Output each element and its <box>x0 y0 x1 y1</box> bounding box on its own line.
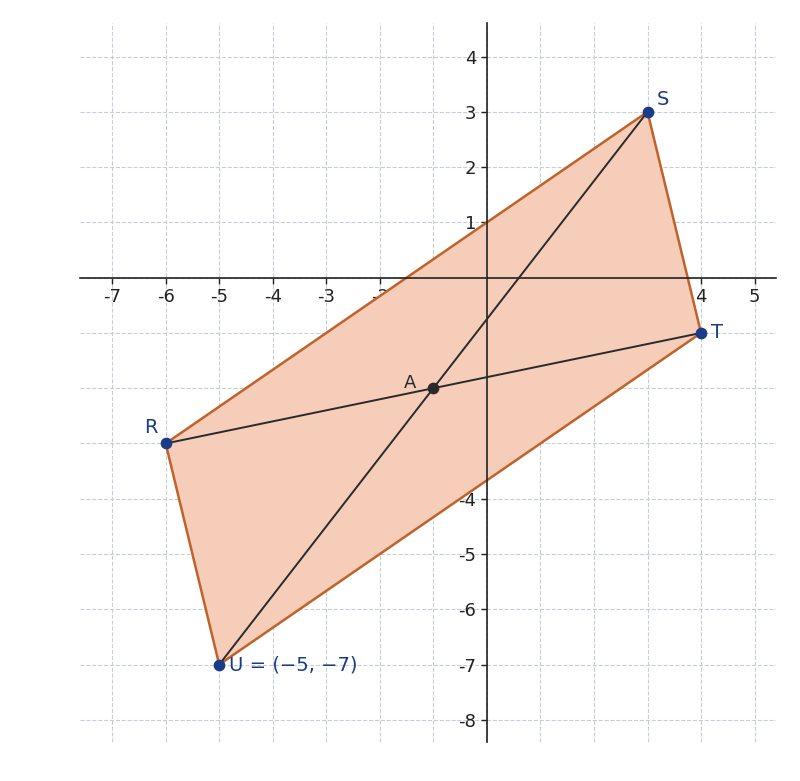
Polygon shape <box>166 112 701 665</box>
Text: T: T <box>710 323 722 342</box>
Point <box>641 105 654 118</box>
Point <box>427 382 440 394</box>
Point <box>159 437 172 450</box>
Text: A: A <box>404 373 416 392</box>
Text: R: R <box>144 418 158 437</box>
Point <box>213 658 226 671</box>
Point <box>694 326 707 339</box>
Text: U = (−5, −7): U = (−5, −7) <box>229 655 358 674</box>
Text: S: S <box>657 90 670 109</box>
